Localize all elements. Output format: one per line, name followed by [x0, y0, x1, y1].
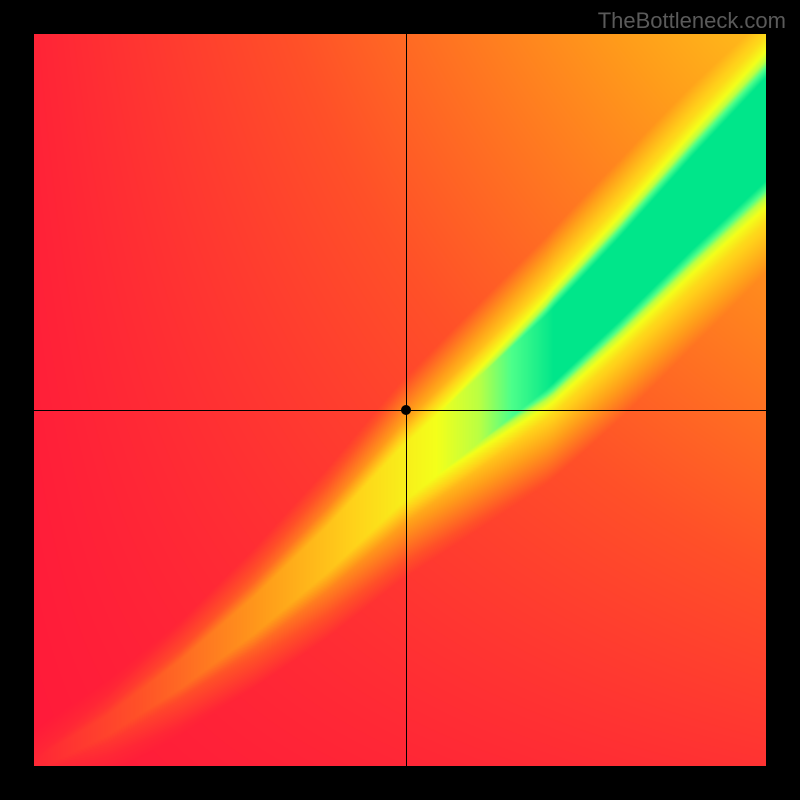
bottleneck-heatmap	[34, 34, 766, 766]
plot-frame	[34, 34, 766, 766]
watermark-text: TheBottleneck.com	[598, 8, 786, 34]
marker-dot	[401, 405, 411, 415]
crosshair-vertical	[406, 34, 407, 766]
crosshair-horizontal	[34, 410, 766, 411]
chart-container: TheBottleneck.com	[0, 0, 800, 800]
